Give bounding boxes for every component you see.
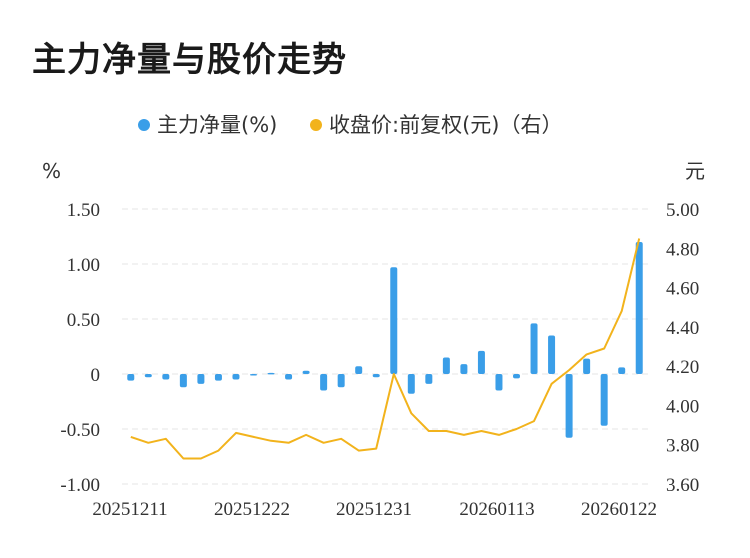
- net-flow-bar: [477, 350, 485, 374]
- right-tick-label: 3.60: [666, 475, 699, 496]
- right-tick-label: 4.00: [666, 396, 699, 417]
- net-flow-bar: [267, 372, 275, 375]
- net-flow-bar: [232, 374, 240, 380]
- net-flow-bar: [214, 374, 222, 381]
- legend-label-net-flow: 主力净量(%): [157, 113, 277, 137]
- net-flow-bar: [179, 374, 187, 388]
- net-flow-bar: [530, 323, 538, 374]
- net-flow-bar: [127, 374, 135, 381]
- legend-dot-close-price: [310, 119, 322, 131]
- net-flow-bar: [302, 370, 310, 374]
- net-flow-bar: [320, 374, 328, 391]
- x-axis-ticks: 20251211 20251222 20251231 20260113 20260122: [92, 499, 657, 520]
- right-tick-label: 4.20: [666, 357, 699, 378]
- close-price-polyline: [130, 238, 641, 460]
- chart-title: 主力净量与股价走势: [32, 40, 347, 80]
- net-flow-bar: [495, 374, 503, 391]
- right-tick-label: 4.60: [666, 279, 699, 300]
- x-tick-label: 20251222: [214, 499, 290, 520]
- right-axis-unit: 元: [685, 159, 705, 183]
- left-axis-ticks: -1.00 -0.50 0 0.50 1.00 1.50: [60, 200, 100, 496]
- net-flow-bar: [600, 374, 608, 426]
- left-tick-label: -0.50: [60, 420, 100, 441]
- left-tick-label: 0.50: [67, 310, 100, 331]
- net-flow-bar: [285, 374, 293, 380]
- legend-label-close-price: 收盘价:前复权(元)（右）: [329, 113, 562, 137]
- net-flow-bar: [355, 366, 363, 374]
- right-tick-label: 4.40: [666, 318, 699, 339]
- legend: 主力净量(%) 收盘价:前复权(元)（右）: [138, 113, 562, 137]
- net-flow-bar: [407, 374, 415, 394]
- net-flow-bar: [162, 374, 170, 380]
- x-tick-label: 20251211: [92, 499, 167, 520]
- net-flow-bar: [565, 374, 573, 438]
- net-flow-bar: [583, 358, 591, 374]
- net-flow-bar: [337, 374, 345, 388]
- net-flow-bar: [144, 374, 152, 378]
- net-flow-bar: [390, 267, 398, 374]
- left-tick-label: -1.00: [60, 475, 100, 496]
- x-tick-label: 20251231: [336, 499, 412, 520]
- net-flow-bar: [548, 335, 556, 374]
- right-tick-label: 3.80: [666, 436, 699, 457]
- net-flow-bar: [618, 367, 626, 374]
- right-tick-label: 5.00: [666, 200, 699, 221]
- net-flow-bar: [250, 374, 257, 376]
- net-flow-bar: [442, 357, 450, 374]
- left-tick-label: 1.50: [67, 200, 100, 221]
- grid-lines: [122, 208, 648, 485]
- left-axis-unit: %: [42, 159, 61, 183]
- x-tick-label: 20260113: [459, 499, 534, 520]
- legend-dot-net-flow: [138, 119, 150, 131]
- left-tick-label: 0: [91, 365, 101, 386]
- right-tick-label: 4.80: [666, 239, 699, 260]
- right-axis-ticks: 3.60 3.80 4.00 4.20 4.40 4.60 4.80 5.00: [666, 200, 699, 496]
- net-flow-bar: [460, 364, 468, 374]
- net-flow-bar: [197, 374, 205, 384]
- left-tick-label: 1.00: [67, 255, 100, 276]
- close-price-line: [130, 238, 641, 460]
- x-tick-label: 20260122: [581, 499, 657, 520]
- net-flow-bars: [127, 242, 643, 438]
- net-flow-bar: [372, 374, 380, 378]
- net-flow-bar: [513, 374, 520, 379]
- net-flow-bar: [635, 242, 643, 374]
- net-flow-bar: [425, 374, 433, 384]
